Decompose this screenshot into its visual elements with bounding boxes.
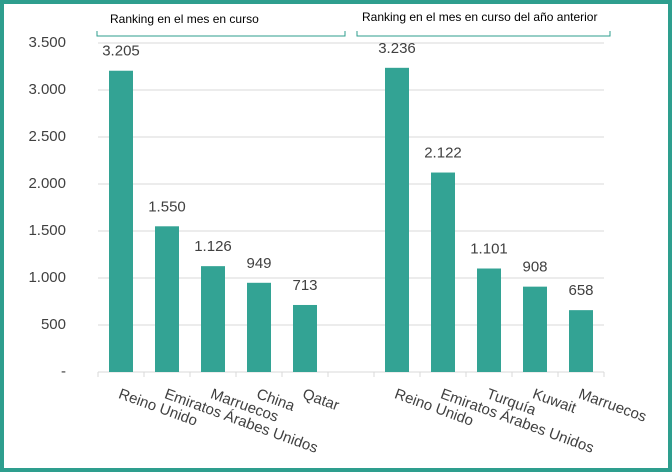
x-tick-label: Qatar: [300, 386, 341, 415]
data-label: 2.122: [424, 145, 462, 162]
data-label: 3.236: [378, 40, 416, 57]
annotation: Ranking en el mes en curso: [110, 12, 259, 26]
x-tick-label: Marruecos: [576, 386, 648, 426]
data-label: 1.101: [470, 240, 508, 257]
data-label: 1.550: [148, 198, 186, 215]
bar: [201, 266, 225, 372]
data-label: 3.205: [102, 43, 140, 60]
y-tick-label: 2.000: [28, 175, 66, 192]
y-tick-label: -: [61, 363, 66, 380]
y-tick-label: 500: [41, 316, 66, 333]
y-tick-label: 2.500: [28, 128, 66, 145]
x-tick-label: Kuwait: [530, 386, 579, 418]
bar: [247, 282, 271, 372]
data-label: 908: [522, 259, 547, 276]
bar: [477, 268, 501, 372]
bar: [523, 286, 547, 372]
y-tick-label: 3.000: [28, 81, 66, 98]
data-label: 1.126: [194, 238, 232, 255]
bar: [431, 172, 455, 372]
y-tick-label: 1.000: [28, 269, 66, 286]
y-tick-label: 1.500: [28, 222, 66, 239]
data-label: 658: [568, 282, 593, 299]
data-label: 949: [246, 255, 271, 272]
y-tick-label: 3.500: [28, 34, 66, 51]
bar: [155, 226, 179, 372]
annotation: Ranking en el mes en curso del año anter…: [362, 10, 597, 24]
bracket: [356, 31, 611, 37]
bar: [293, 304, 317, 372]
bracket: [96, 31, 346, 37]
bar: [109, 70, 133, 372]
bar: [569, 310, 593, 372]
bar: [385, 67, 409, 372]
data-label: 713: [292, 277, 317, 294]
